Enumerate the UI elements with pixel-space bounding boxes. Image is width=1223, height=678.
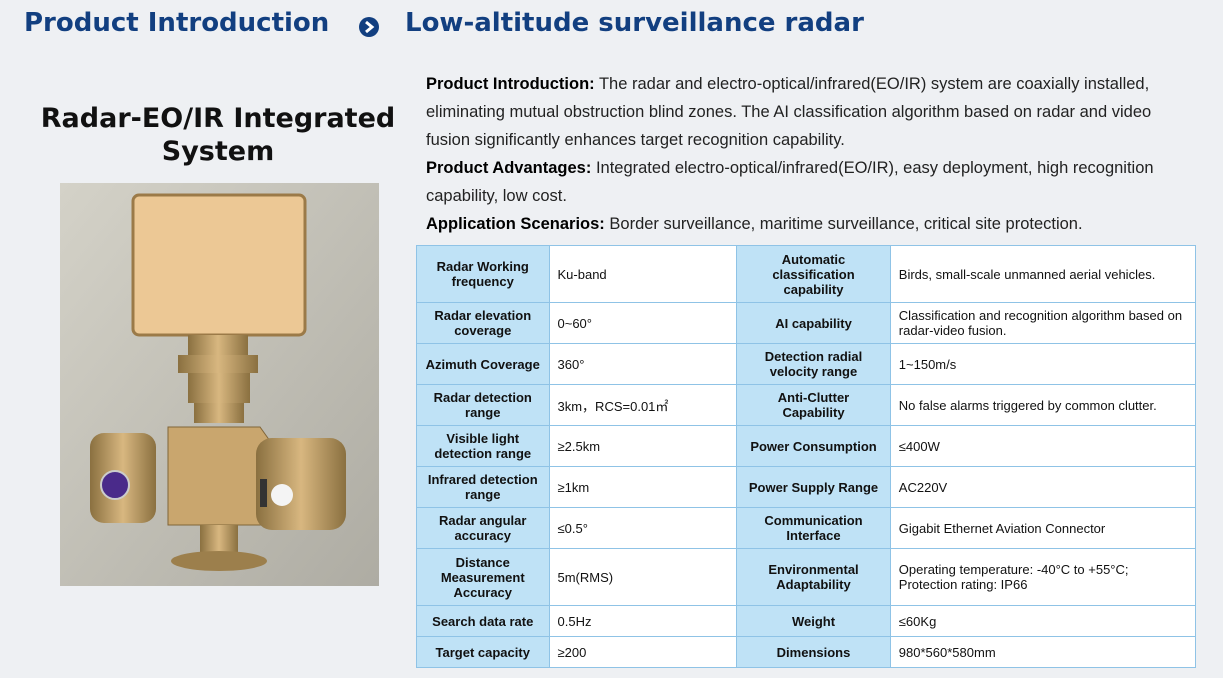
spec-label: Power Supply Range [736, 466, 891, 508]
spec-value: ≥200 [548, 636, 738, 668]
spec-label: Detection radial velocity range [736, 343, 891, 385]
table-row: Radar elevation coverage 0~60° AI capabili… [416, 302, 1197, 344]
spec-label: Search data rate [416, 605, 550, 637]
spec-label: Automatic classification capability [736, 245, 891, 303]
table-row: Radar detection range 3km，RCS=0.01㎡ Anti-C… [416, 384, 1197, 426]
spec-label: Power Consumption [736, 425, 891, 467]
description-paragraph: Product Advantages: Integrated electro-o… [426, 154, 1196, 210]
spec-label: AI capability [736, 302, 891, 344]
product-name: Radar-EO/IR Integrated System [40, 103, 396, 167]
description-paragraph: Product Introduction: The radar and elec… [426, 70, 1196, 154]
spec-value: No false alarms triggered by common clut… [889, 384, 1197, 426]
table-row: Distance Measurement Accuracy 5m(RMS) Envi… [416, 548, 1197, 606]
description-paragraph: Application Scenarios: Border surveillan… [426, 210, 1196, 238]
description-text: The radar and electro-optical/infrared(E… [426, 75, 1152, 149]
spec-label: Anti-Clutter Capability [736, 384, 891, 426]
spec-label: Infrared detection range [416, 466, 550, 508]
spec-value: 0.5Hz [548, 605, 738, 637]
spec-label: Radar elevation coverage [416, 302, 550, 344]
spec-value: 0~60° [548, 302, 738, 344]
spec-value: Operating temperature: -40°C to +55°C; P… [889, 548, 1197, 606]
spec-value: ≤0.5° [548, 507, 738, 549]
table-row: Target capacity ≥200 Dimensions 980*560*580… [416, 636, 1197, 668]
spec-value: Birds, small-scale unmanned aerial vehic… [889, 245, 1197, 303]
spec-label: Environmental Adaptability [736, 548, 891, 606]
description-text: Border surveillance, maritime surveillan… [609, 215, 1083, 233]
spec-value: Gigabit Ethernet Aviation Connector [889, 507, 1197, 549]
description-label: Product Advantages: [426, 159, 592, 177]
page-title: Low-altitude surveillance radar [405, 8, 864, 38]
spec-value: 3km，RCS=0.01㎡ [548, 384, 738, 426]
description-label: Application Scenarios: [426, 215, 605, 233]
spec-label: Weight [736, 605, 891, 637]
table-row: Radar Working frequency Ku-band Automatic … [416, 245, 1197, 303]
section-title: Product Introduction [24, 8, 330, 38]
description-text: Integrated electro-optical/infrared(EO/I… [426, 159, 1154, 205]
spec-value: ≤60Kg [889, 605, 1197, 637]
spec-table: Radar Working frequency Ku-band Automatic … [416, 245, 1197, 668]
table-row: Radar angular accuracy ≤0.5° Communication… [416, 507, 1197, 549]
spec-value: 1~150m/s [889, 343, 1197, 385]
spec-value: ≥1km [548, 466, 738, 508]
spec-label: Radar detection range [416, 384, 550, 426]
product-image [60, 183, 379, 586]
table-row: Search data rate 0.5Hz Weight ≤60Kg [416, 605, 1197, 637]
spec-value: 360° [548, 343, 738, 385]
spec-label: Target capacity [416, 636, 550, 668]
spec-label: Visible light detection range [416, 425, 550, 467]
spec-value: ≥2.5km [548, 425, 738, 467]
description: Product Introduction: The radar and elec… [426, 70, 1196, 238]
spec-label: Dimensions [736, 636, 891, 668]
spec-value: AC220V [889, 466, 1197, 508]
table-row: Infrared detection range ≥1km Power Supply… [416, 466, 1197, 508]
spec-label: Azimuth Coverage [416, 343, 550, 385]
arrow-icon [359, 17, 379, 37]
description-label: Product Introduction: [426, 75, 595, 93]
spec-value: ≤400W [889, 425, 1197, 467]
spec-value: Ku-band [548, 245, 738, 303]
spec-value: 5m(RMS) [548, 548, 738, 606]
table-row: Visible light detection range ≥2.5km Power… [416, 425, 1197, 467]
spec-label: Distance Measurement Accuracy [416, 548, 550, 606]
spec-label: Radar angular accuracy [416, 507, 550, 549]
spec-label: Communication Interface [736, 507, 891, 549]
spec-value: 980*560*580mm [889, 636, 1197, 668]
table-row: Azimuth Coverage 360° Detection radial vel… [416, 343, 1197, 385]
spec-value: Classification and recognition algorithm… [889, 302, 1197, 344]
spec-label: Radar Working frequency [416, 245, 550, 303]
